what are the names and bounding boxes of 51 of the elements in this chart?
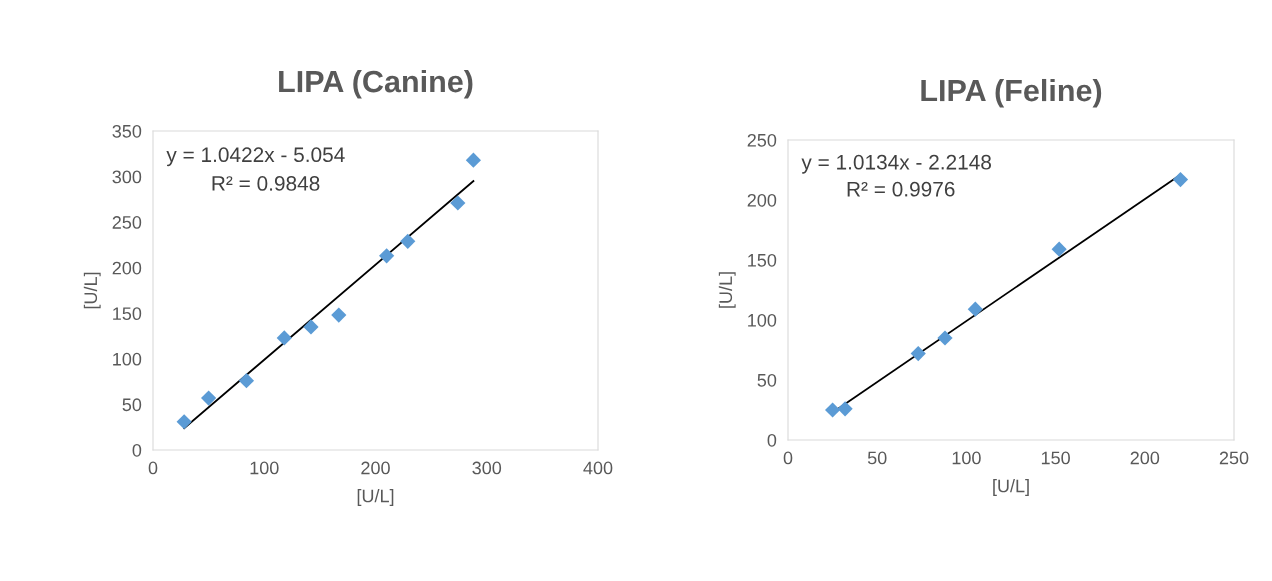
y-tick-label: 300 [112, 170, 142, 184]
x-tick-label: 150 [1041, 451, 1070, 465]
annotation: R² = 0.9848 [212, 176, 320, 191]
y-axis-title: [U/L] [83, 272, 101, 309]
point [303, 319, 319, 335]
y-tick-label: 0 [767, 433, 777, 447]
y-tick-label: 200 [112, 261, 142, 275]
x-axis-title: [U/L] [357, 489, 394, 506]
x-axis-title: [U/L] [993, 479, 1029, 496]
point [824, 402, 841, 418]
point [238, 373, 255, 389]
point [331, 307, 347, 323]
annotation: y = 1.0134x - 2.2148 [801, 154, 992, 174]
x-tick-label: 400 [583, 461, 613, 475]
point [450, 195, 466, 211]
y-tick-label: 200 [747, 193, 777, 207]
x-tick-label: 100 [952, 451, 981, 465]
y-tick-label: 350 [112, 124, 142, 138]
x-tick-label: 0 [783, 451, 793, 465]
y-tick-label: 150 [113, 307, 142, 321]
y-tick-label: 100 [748, 313, 777, 327]
x-tick-label: 200 [1130, 451, 1160, 465]
point [937, 330, 953, 346]
point [201, 390, 217, 406]
x-tick-label: 100 [250, 461, 279, 475]
y-tick-label: 100 [113, 352, 142, 366]
point [837, 401, 853, 417]
chart-title: LIPA (Canine) [279, 69, 473, 99]
y-tick-label: 250 [112, 216, 142, 229]
x-tick-label: 300 [472, 461, 502, 475]
annotation: y = 1.0422x - 5.054 [166, 147, 345, 167]
y-axis-title: [U/L] [718, 272, 736, 308]
point [967, 301, 983, 317]
x-tick-label: 50 [867, 451, 887, 465]
point [1172, 171, 1189, 188]
point [176, 414, 192, 430]
point [910, 345, 926, 362]
point [276, 330, 292, 346]
point [379, 248, 395, 264]
y-tick-label: 250 [747, 133, 777, 147]
x-tick-label: 0 [148, 461, 158, 475]
x-tick-label: 250 [1219, 451, 1249, 465]
y-tick-label: 150 [748, 253, 777, 267]
y-tick-label: 50 [122, 398, 142, 412]
chart-title: LIPA (Feline) [921, 78, 1102, 108]
x-tick-label: 200 [361, 461, 390, 475]
y-tick-label: 50 [757, 373, 777, 387]
point [400, 233, 416, 249]
point [1051, 241, 1067, 257]
annotation: R² = 0.9976 [847, 181, 955, 197]
point [465, 152, 482, 168]
